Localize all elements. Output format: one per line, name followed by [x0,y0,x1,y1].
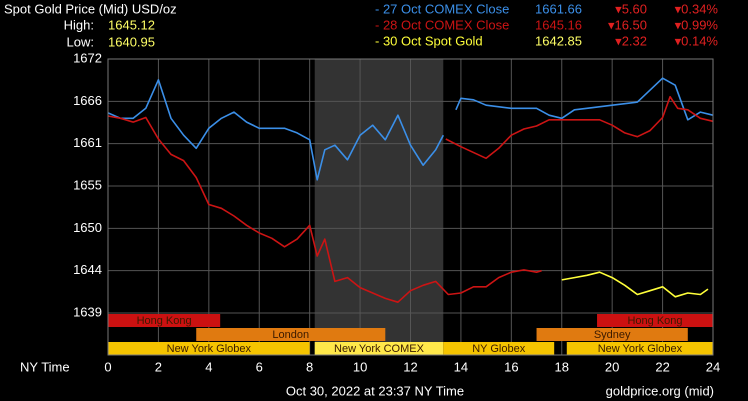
session-label: New York Globex [167,343,252,355]
session-label: New York Globex [598,343,683,355]
x-tick-label: 18 [555,359,569,374]
legend-change-pct: ▾0.34% [675,1,719,16]
x-tick-label: 24 [706,359,720,374]
x-tick-label: 10 [353,359,367,374]
stat-label: Low: [67,34,94,49]
legend-close: 1642.85 [535,33,582,48]
session-label: New York COMEX [334,343,425,355]
legend-change-pct: ▾0.99% [675,17,719,32]
session-label: Hong Kong [137,315,192,327]
x-tick-label: 2 [155,359,162,374]
x-tick-label: 20 [605,359,619,374]
x-tick-label: 12 [403,359,417,374]
legend-change-pct: ▾0.14% [675,33,719,48]
session-bar [536,328,688,341]
series-line [561,271,709,298]
session-bar [108,314,221,327]
x-tick-label: 16 [504,359,518,374]
session-bar [108,342,310,355]
session-bar [196,328,386,341]
x-tick-label: 0 [104,359,111,374]
session-bar [314,342,444,355]
legend-change: ▾5.60 [615,1,647,16]
footer: Oct 30, 2022 at 23:37 NY Time [286,383,464,398]
source: goldprice.org (mid) [606,383,714,398]
y-tick-label: 1661 [73,135,102,150]
x-tick-label: 14 [454,359,468,374]
stat-value: 1640.95 [108,34,155,49]
y-tick-label: 1644 [73,262,102,277]
plot-frame [107,58,714,356]
legend-change: ▾2.32 [615,33,647,48]
session-label: London [272,329,309,341]
session-label: Hong Kong [627,315,682,327]
session-bar [566,342,713,355]
series-line [107,95,714,303]
x-axis-label: NY Time [20,359,70,374]
session-label: Sydney [594,329,631,341]
x-tick-label: 6 [256,359,263,374]
legend-change: ▾16.50 [608,17,647,32]
y-tick-label: 1666 [73,93,102,108]
stat-value: 1645.12 [108,17,155,32]
x-tick-label: 4 [205,359,212,374]
stat-label: High: [64,17,94,32]
y-tick-label: 1639 [73,304,102,319]
y-tick-label: 1650 [73,220,102,235]
legend-entry: - 28 Oct COMEX Close [375,17,509,32]
session-bar [443,342,555,355]
y-tick-label: 1655 [73,177,102,192]
legend-entry: - 30 Oct Spot Gold [375,33,483,48]
x-tick-label: 8 [306,359,313,374]
legend-entry: - 27 Oct COMEX Close [375,1,509,16]
x-tick-label: 22 [655,359,669,374]
session-bar [597,314,713,327]
highlight-region [314,59,444,355]
y-tick-label: 1672 [73,50,102,65]
session-label: NY Globex [472,343,525,355]
chart-title: Spot Gold Price (Mid) USD/oz [4,1,177,16]
legend-close: 1645.16 [535,17,582,32]
legend-close: 1661.66 [535,1,582,16]
series-line [107,77,714,181]
